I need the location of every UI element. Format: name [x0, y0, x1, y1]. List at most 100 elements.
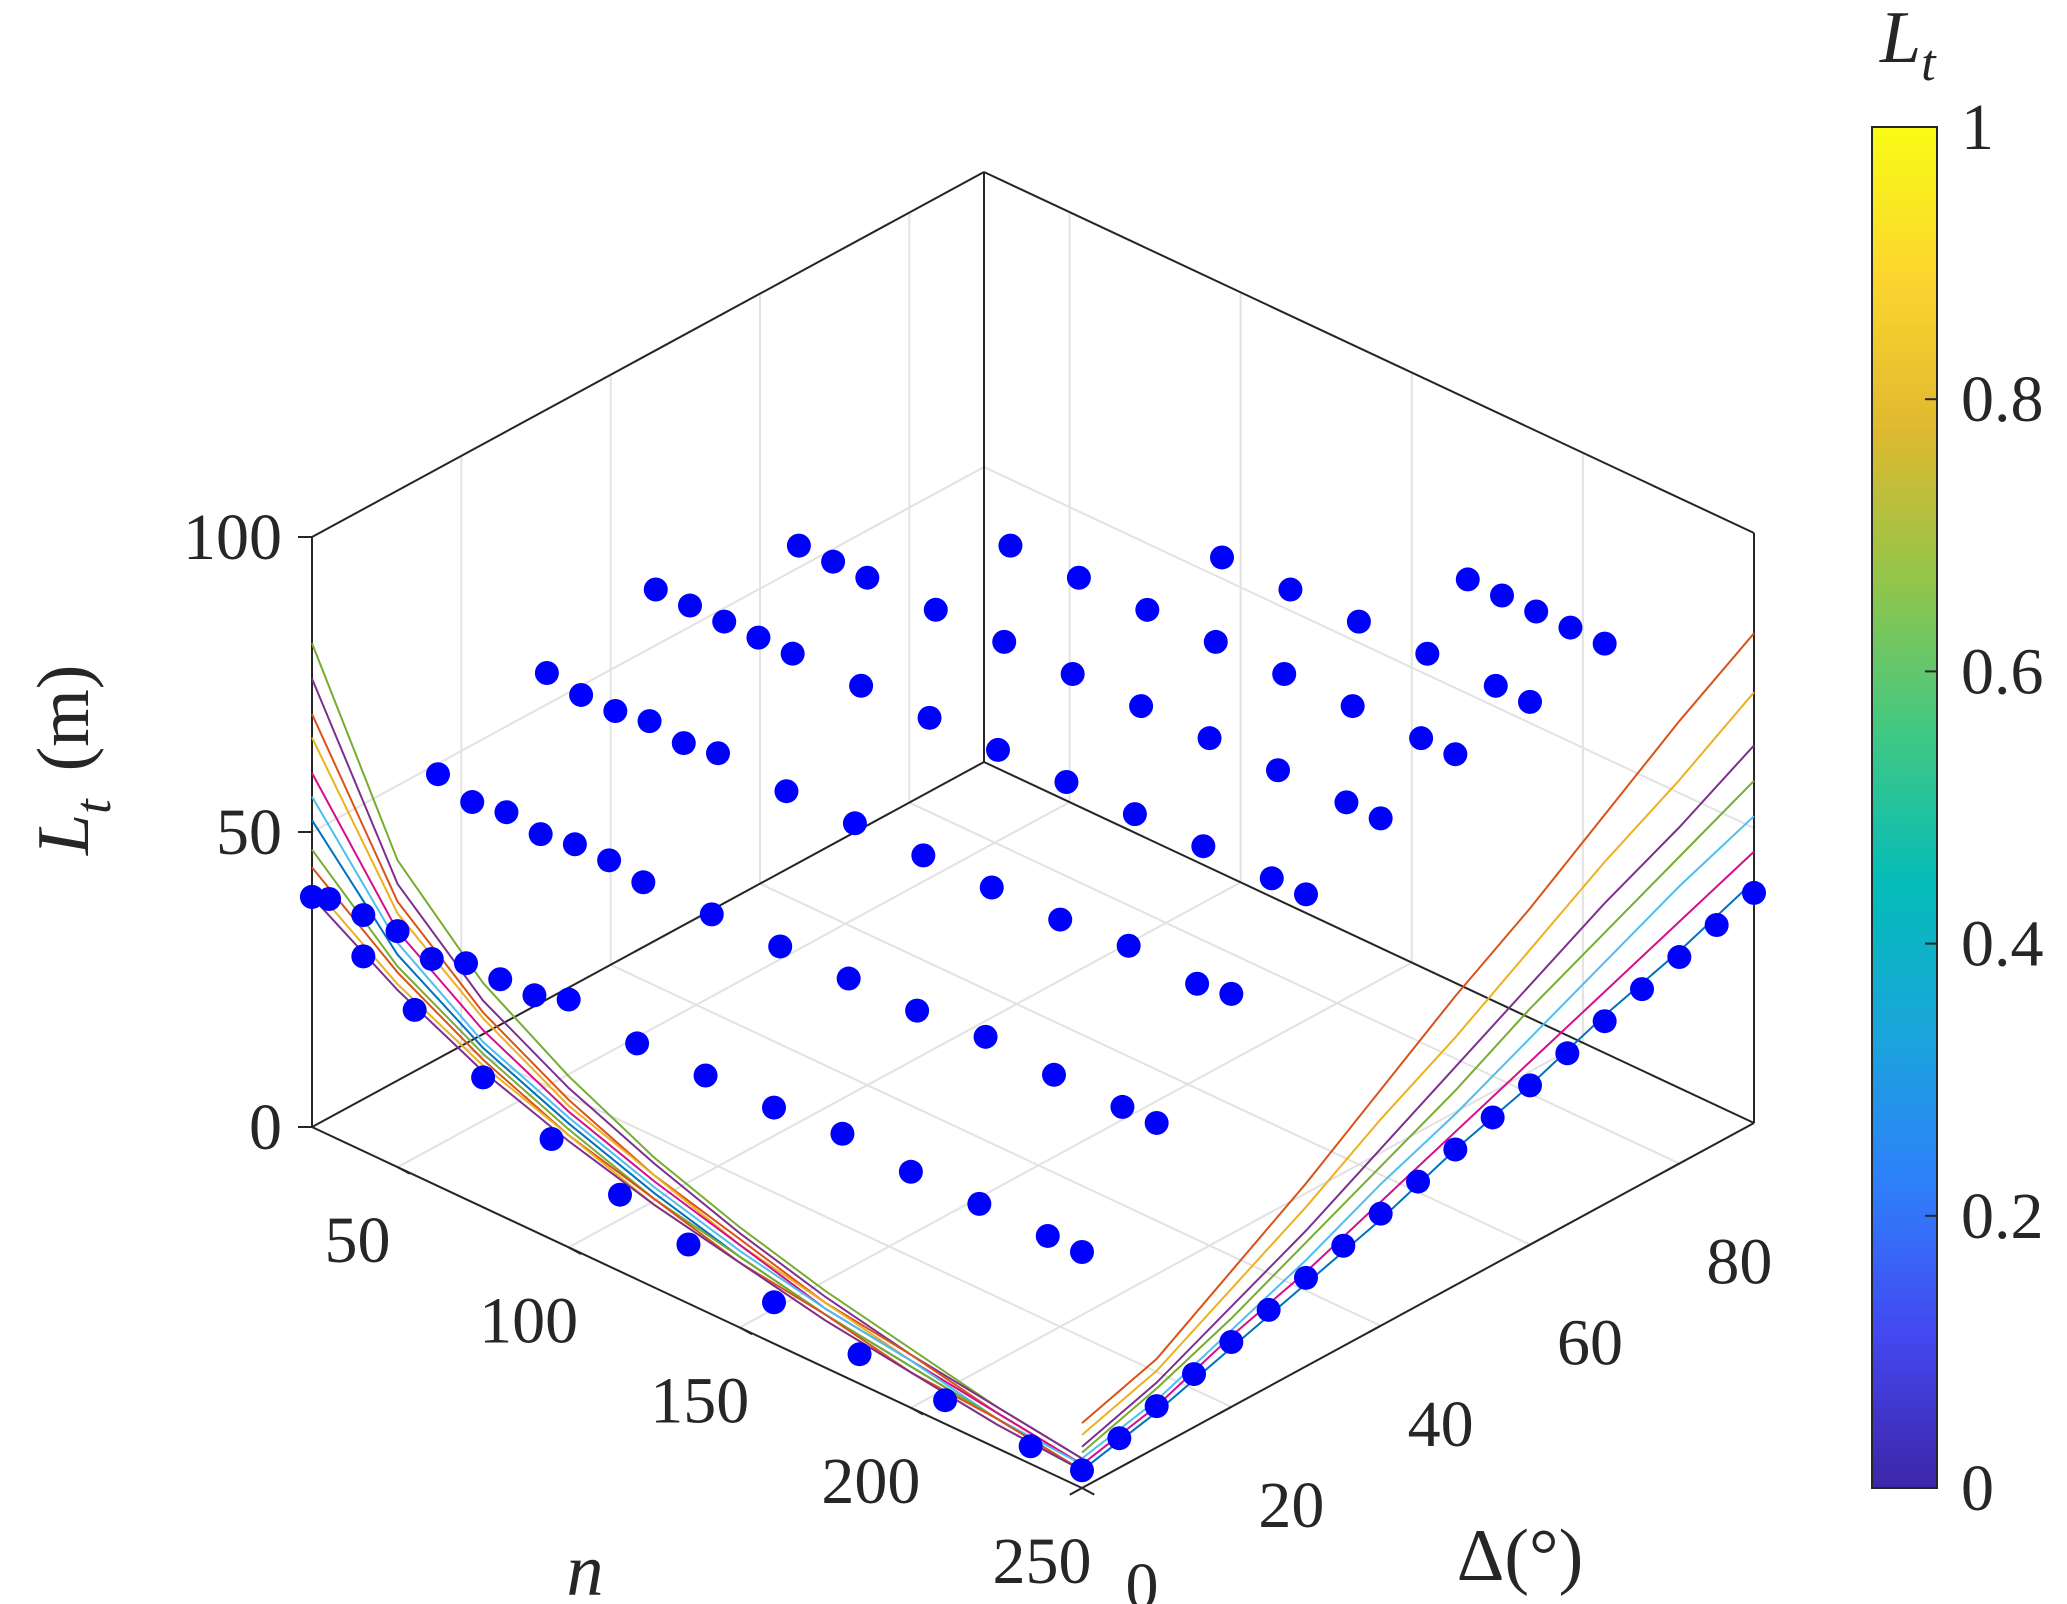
curve-vs-delta [1081, 780, 1755, 1454]
projected-point-delta [1294, 1265, 1318, 1290]
projected-point-delta [1144, 1394, 1169, 1419]
scatter-point [1443, 742, 1468, 767]
y-tick-label: 80 [1706, 1226, 1772, 1299]
x-tick-label: 200 [821, 1445, 920, 1518]
projected-point-delta [1182, 1362, 1206, 1387]
projected-point-n [539, 1127, 564, 1152]
z-tick-label: 50 [216, 796, 282, 869]
curve-vs-n [311, 772, 1083, 1466]
scatter-point [693, 1063, 718, 1088]
projected-point-delta [1704, 912, 1729, 937]
projected-point-delta [1742, 880, 1766, 905]
scatter-point [1518, 689, 1542, 714]
scatter-point [385, 919, 410, 944]
scatter-point [992, 629, 1017, 654]
colorbar-tick-label: 0 [1961, 1452, 1994, 1525]
scatter-point [643, 577, 668, 602]
projected-point-delta [1331, 1233, 1356, 1258]
scatter-point [973, 1024, 998, 1049]
scatter-point [979, 875, 1004, 900]
scatter-point [1483, 673, 1508, 698]
colorbar-title: Lt [1879, 0, 1937, 92]
scatter-point [905, 998, 930, 1023]
scatter-point [836, 966, 861, 991]
projected-point-n [1018, 1434, 1043, 1459]
scatter-point [1054, 770, 1079, 795]
projected-point-delta [1107, 1426, 1132, 1451]
scatter-point [597, 848, 622, 873]
axes-box-edge [1081, 1122, 1755, 1489]
z-axis-label-subscript: t [65, 798, 122, 814]
scatter-point [460, 790, 485, 815]
scatter-point [1455, 567, 1480, 592]
y-tick-mark [1069, 1487, 1083, 1496]
scatter-point [1334, 790, 1359, 815]
scatter-point [1191, 834, 1216, 859]
projected-point-delta [1368, 1201, 1393, 1226]
y-tick-mark [1517, 1243, 1531, 1253]
scatter-point [898, 1159, 923, 1184]
scatter-point [699, 902, 724, 927]
colorbar-tick-label: 0.8 [1961, 363, 2044, 436]
scatter-point [706, 741, 730, 766]
projected-point-delta [1630, 977, 1654, 1002]
projected-point-delta [1406, 1169, 1430, 1194]
x-tick-mark [1081, 1487, 1095, 1496]
colorbar-tick-label: 1 [1961, 91, 1994, 164]
x-tick-label: 100 [479, 1284, 578, 1357]
scatter-point [528, 822, 553, 847]
scatter-point [762, 1095, 786, 1120]
scatter-point [1185, 971, 1210, 996]
grid-line-z-wall [311, 466, 985, 833]
curve-vs-n [311, 678, 1083, 1460]
z-axis-label-unit: (m) [23, 665, 105, 772]
curve-vs-n [311, 737, 1083, 1466]
scatter-point [1259, 866, 1284, 891]
tick-labels: 50 100 150 200 250 0 20 40 60 80 0 50 100 [183, 501, 1772, 1604]
x-tick-mark [739, 1326, 753, 1336]
scatter-point [351, 903, 376, 928]
colorbar-title-subscript: t [1921, 35, 1937, 92]
scatter-point [967, 1191, 992, 1216]
scatter-point [1340, 694, 1365, 719]
axes-box-edge [983, 761, 1755, 1124]
scatter-point [494, 800, 519, 825]
projected-point-n [762, 1290, 786, 1315]
scatter-point [1368, 806, 1393, 831]
scatter-point [1048, 907, 1073, 932]
scatter-point [855, 565, 880, 590]
scatter-point [911, 843, 936, 868]
scatter-point [625, 1031, 650, 1056]
scatter-point [1278, 577, 1303, 602]
scatter-point [1266, 758, 1290, 783]
grid-line-delta-floor [759, 882, 1531, 1246]
projected-point-delta [1518, 1073, 1542, 1098]
z-axis-label-group: Lt (m) [23, 665, 122, 856]
projected-point-n [471, 1065, 496, 1090]
z-tick-label: 100 [183, 501, 282, 574]
projected-point-delta [1480, 1105, 1505, 1130]
svg-text:Lt(m): Lt (m) [23, 665, 122, 856]
scatter-point [1490, 583, 1514, 608]
scatter-point [917, 705, 942, 730]
curve-vs-n [311, 713, 1083, 1466]
axes-box-edge [311, 171, 985, 538]
scatter-point [522, 983, 547, 1008]
scatter-point [1346, 609, 1371, 634]
scatter-point [1060, 661, 1085, 686]
scatter-point [1129, 694, 1154, 719]
curve-vs-n [311, 796, 1083, 1466]
scatter-point [768, 934, 793, 959]
scatter-point [1116, 933, 1141, 958]
grid-line-delta-floor [908, 801, 1680, 1165]
scatter-point [1197, 726, 1222, 751]
projected-point-n [933, 1388, 958, 1413]
y-tick-label: 20 [1258, 1469, 1324, 1542]
scatter-point [821, 549, 846, 574]
x-tick-label: 50 [325, 1204, 391, 1277]
colorbar-tick-label: 0.2 [1961, 1180, 2044, 1253]
scatter-point [1070, 1240, 1094, 1264]
projected-point-delta [1667, 945, 1692, 970]
scatter-point [1135, 597, 1160, 622]
